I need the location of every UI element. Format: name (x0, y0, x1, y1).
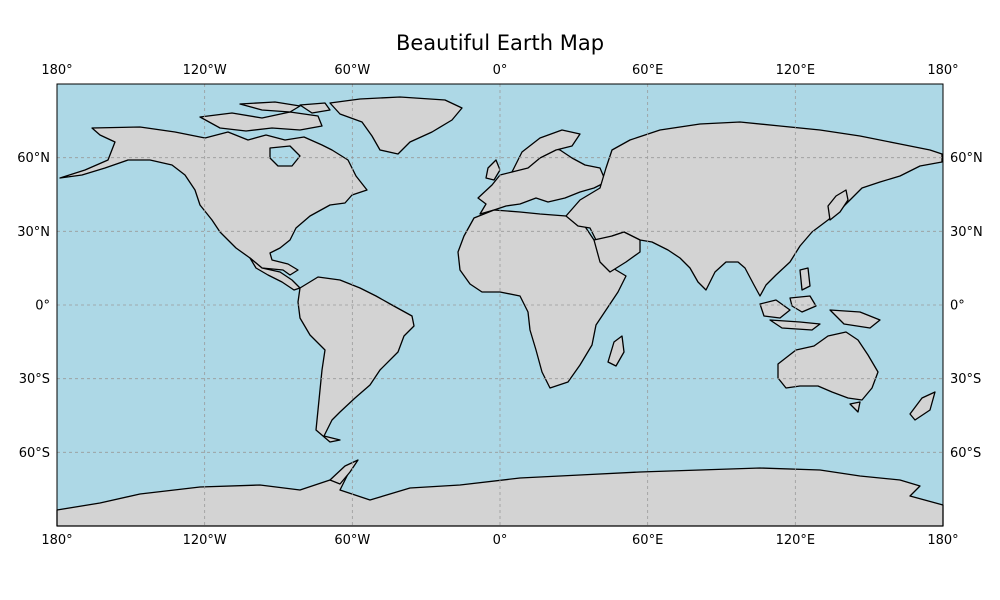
lon-tick-label: 180° (927, 533, 958, 548)
lon-tick-label: 120°W (183, 533, 227, 548)
lat-tick-label: 30°S (950, 372, 981, 387)
lon-tick-label: 0° (493, 533, 508, 548)
greenland (329, 96, 463, 155)
japan (827, 189, 849, 221)
lat-tick-label: 30°S (19, 372, 50, 387)
lat-tick-label: 60°N (950, 151, 983, 166)
lon-tick-label: 120°W (183, 63, 227, 78)
lon-tick-label: 60°W (334, 63, 370, 78)
south-america (297, 276, 415, 443)
lon-tick-label: 60°W (334, 533, 370, 548)
map-title: Beautiful Earth Map (395, 31, 605, 55)
lat-tick-labels-right: 60°N 30°N 0° 30°S 60°S (950, 151, 983, 461)
lat-tick-label: 60°S (19, 446, 50, 461)
lat-tick-label: 0° (35, 299, 50, 314)
lon-tick-label: 0° (493, 63, 508, 78)
europe (477, 145, 607, 215)
lon-tick-label: 120°E (776, 533, 816, 548)
lat-tick-labels-left: 60°N 30°N 0° 30°S 60°S (17, 151, 50, 461)
lon-tick-label: 120°E (776, 63, 816, 78)
lon-tick-label: 60°E (632, 533, 663, 548)
lat-tick-label: 30°N (950, 225, 983, 240)
lat-tick-label: 0° (950, 299, 965, 314)
lat-tick-label: 60°N (17, 151, 50, 166)
asia (565, 121, 943, 297)
lon-tick-labels-bottom: 180° 120°W 60°W 0° 60°E 120°E 180° (41, 533, 958, 548)
central-america (249, 257, 301, 291)
lon-tick-label: 180° (41, 63, 72, 78)
lat-tick-label: 60°S (950, 446, 981, 461)
arctic-islands (199, 111, 323, 132)
gridlines (57, 84, 943, 526)
landmasses (56, 96, 944, 527)
map-frame (56, 83, 944, 527)
antarctica (56, 467, 944, 527)
madagascar (607, 335, 625, 367)
lon-tick-labels-top: 180° 120°W 60°W 0° 60°E 120°E 180° (41, 63, 958, 78)
lat-tick-label: 30°N (17, 225, 50, 240)
lon-tick-label: 180° (41, 533, 72, 548)
lon-tick-label: 180° (927, 63, 958, 78)
lon-tick-label: 60°E (632, 63, 663, 78)
